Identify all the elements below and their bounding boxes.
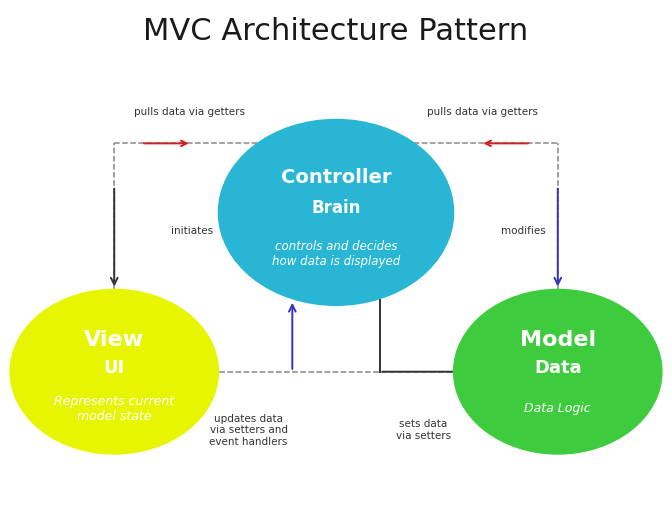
Text: controls and decides
how data is displayed: controls and decides how data is display… (272, 240, 400, 268)
Text: sets data
via setters: sets data via setters (396, 419, 451, 441)
Text: Represents current
model state: Represents current model state (54, 395, 174, 423)
Text: pulls data via getters: pulls data via getters (427, 107, 538, 116)
Text: updates data
via setters and
event handlers: updates data via setters and event handl… (210, 414, 288, 447)
Text: Controller: Controller (281, 168, 391, 186)
Text: Brain: Brain (311, 199, 361, 217)
Text: modifies: modifies (501, 226, 546, 236)
Text: initiates: initiates (171, 226, 214, 236)
Text: Data: Data (534, 358, 581, 376)
Text: pulls data via getters: pulls data via getters (134, 107, 245, 116)
Text: UI: UI (103, 358, 125, 376)
Circle shape (454, 289, 662, 454)
Text: Data Logic: Data Logic (524, 402, 591, 415)
Text: View: View (84, 330, 144, 350)
Text: Model: Model (519, 330, 596, 350)
Circle shape (218, 119, 454, 305)
Text: MVC Architecture Pattern: MVC Architecture Pattern (143, 18, 529, 46)
Circle shape (10, 289, 218, 454)
